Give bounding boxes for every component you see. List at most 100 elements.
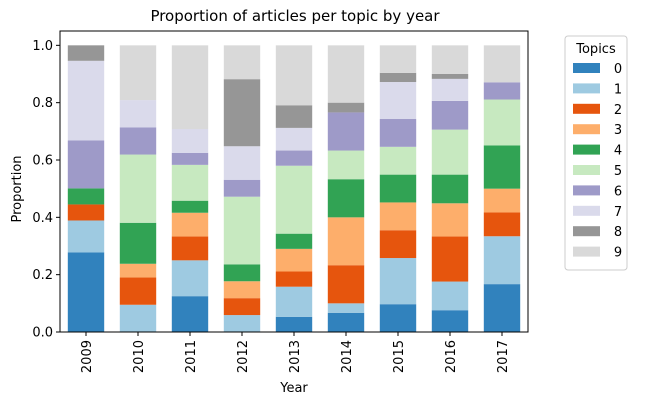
y-tick-label-0.2: 0.2 [32,268,53,283]
bar-segment-2012-topic-9 [223,45,261,80]
bar-segment-2013-topic-4 [275,233,313,249]
bar-segment-2013-topic-3 [275,248,313,272]
bar-segment-2013-topic-9 [275,45,313,106]
bar-segment-2014-topic-8 [327,102,365,113]
legend-swatch-topic-3 [573,124,600,135]
bar-segment-2011-topic-9 [171,45,209,130]
bar-segment-2012-topic-3 [223,281,261,299]
bar-segment-2015-topic-3 [379,202,417,231]
bar-segment-2010-topic-1 [119,304,157,332]
bar-segment-2011-topic-4 [171,200,209,213]
bar-segment-2015-topic-6 [379,119,417,147]
bar-segment-2012-topic-4 [223,264,261,282]
bar-segment-2010-topic-4 [119,222,157,264]
legend-swatch-topic-0 [573,63,600,73]
bar-segment-2013-topic-1 [275,286,313,317]
bar-segment-2017-topic-2 [483,212,521,237]
bar-segment-2013-topic-6 [275,150,313,166]
bar-segment-2016-topic-9 [431,45,469,74]
legend-label-topic-0: 0 [614,62,622,77]
bar-segment-2009-topic-2 [67,204,105,221]
bar-segment-2015-topic-9 [379,45,417,73]
bar-segment-2016-topic-6 [431,100,469,130]
y-tick-label-0.0: 0.0 [32,326,53,341]
bar-segment-2017-topic-5 [483,99,521,146]
bar-segment-2015-topic-7 [379,82,417,120]
bar-segment-2014-topic-3 [327,217,365,266]
bar-segment-2011-topic-1 [171,260,209,297]
bar-segment-2013-topic-0 [275,316,313,332]
bar-segment-2009-topic-6 [67,140,105,189]
bar-segment-2010-topic-3 [119,263,157,278]
bar-segment-2012-topic-1 [223,315,261,332]
legend-label-topic-8: 8 [614,225,622,240]
x-tick-label-2017: 2017 [496,340,511,373]
bar-segment-2011-topic-5 [171,164,209,201]
legend-swatch-topic-9 [573,246,600,257]
bar-segment-2014-topic-4 [327,179,365,218]
legend-title: Topics [575,42,616,57]
legend-label-topic-3: 3 [614,123,622,138]
bar-segment-2014-topic-2 [327,265,365,304]
bar-segment-2013-topic-5 [275,165,313,234]
bar-segment-2014-topic-9 [327,45,365,103]
bar-segment-2011-topic-2 [171,236,209,261]
y-tick-label-0.6: 0.6 [32,154,53,169]
legend-swatch-topic-2 [573,103,600,114]
bar-segment-2012-topic-2 [223,298,261,316]
bar-segment-2011-topic-6 [171,152,209,165]
bar-segment-2009-topic-0 [67,252,105,332]
chart-title: Proportion of articles per topic by year [150,7,440,25]
bar-segment-2012-topic-7 [223,146,261,180]
x-tick-label-2010: 2010 [132,340,147,373]
bar-segment-2013-topic-7 [275,127,313,151]
x-tick-label-2011: 2011 [184,340,199,373]
bar-segment-2013-topic-2 [275,271,313,287]
bar-segment-2010-topic-7 [119,100,157,128]
y-tick-label-0.8: 0.8 [32,96,53,111]
legend-label-topic-9: 9 [614,246,622,261]
bar-segment-2017-topic-1 [483,236,521,285]
bar-segment-2015-topic-8 [379,72,417,83]
bar-segment-2016-topic-5 [431,129,469,175]
bar-segment-2012-topic-8 [223,79,261,147]
legend-swatch-topic-1 [573,83,600,94]
bar-segment-2016-topic-1 [431,281,469,311]
bar-segment-2010-topic-9 [119,45,157,101]
bar-segment-2017-topic-0 [483,284,521,332]
bar-segment-2015-topic-5 [379,146,417,175]
bar-segment-2012-topic-6 [223,179,261,197]
legend-swatch-topic-4 [573,144,600,155]
x-tick-label-2014: 2014 [340,340,355,373]
bar-segment-2012-topic-5 [223,196,261,265]
bar-segment-2010-topic-2 [119,277,157,305]
x-tick-label-2013: 2013 [288,340,303,373]
bar-segment-2014-topic-6 [327,112,365,151]
bar-segment-2010-topic-6 [119,127,157,155]
bar-segment-2017-topic-3 [483,188,521,213]
bar-segment-2011-topic-0 [171,296,209,332]
legend-swatch-topic-8 [573,226,600,237]
x-axis-label: Year [279,381,308,396]
y-axis-label: Proportion [10,155,25,222]
legend-label-topic-2: 2 [614,103,622,118]
legend-label-topic-1: 1 [614,82,622,97]
x-tick-label-2015: 2015 [392,340,407,373]
legend-label-topic-5: 5 [614,164,622,179]
x-tick-label-2012: 2012 [236,340,251,373]
bar-segment-2015-topic-4 [379,174,417,203]
bar-segment-2014-topic-5 [327,150,365,180]
legend-swatch-topic-7 [573,205,600,216]
bar-segment-2017-topic-9 [483,45,521,83]
bar-segment-2016-topic-0 [431,310,469,332]
bar-segment-2016-topic-7 [431,78,469,101]
bar-segment-2016-topic-3 [431,203,469,237]
bar-segment-2009-topic-1 [67,220,105,253]
bar-segment-2014-topic-0 [327,312,365,332]
bar-segment-2011-topic-3 [171,212,209,237]
bar-segment-2009-topic-8 [67,45,105,61]
bar-segment-2015-topic-2 [379,230,417,259]
bar-segment-2017-topic-6 [483,82,521,100]
bar-segment-2015-topic-1 [379,258,417,305]
